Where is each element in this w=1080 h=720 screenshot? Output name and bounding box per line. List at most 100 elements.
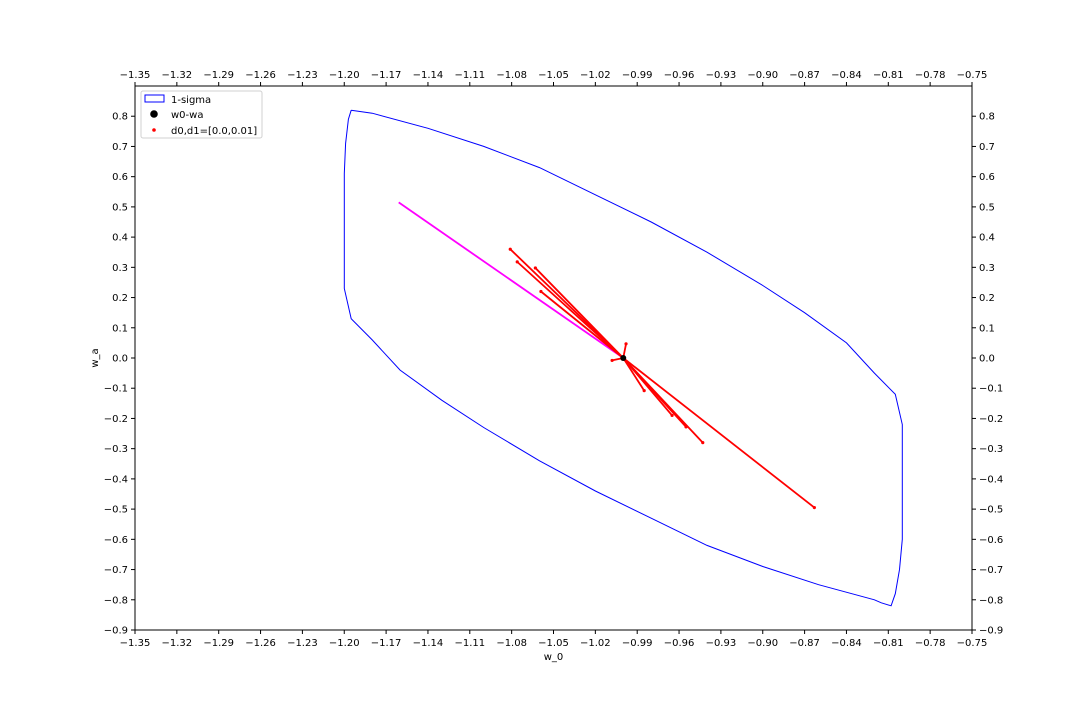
y-tick-label-right-14: −0.6 xyxy=(979,535,1003,546)
x-tick-label-top-8: −1.11 xyxy=(454,70,485,81)
x-tick-label-bottom-11: −1.02 xyxy=(580,638,611,649)
y-tick-label-left-2: 0.6 xyxy=(112,172,128,183)
x-tick-label-top-13: −0.96 xyxy=(664,70,695,81)
legend-swatch-ellipse xyxy=(144,94,165,103)
y-tick-label-right-17: −0.9 xyxy=(979,626,1003,637)
plot-area xyxy=(343,109,903,607)
x-tick-label-top-12: −0.99 xyxy=(622,70,653,81)
legend-marker-w0-wa xyxy=(150,110,158,118)
y-tick-label-left-8: 0.0 xyxy=(112,354,128,365)
sample-point-1 xyxy=(515,260,519,264)
x-tick-label-bottom-16: −0.87 xyxy=(789,638,820,649)
x-tick-label-top-1: −1.32 xyxy=(162,70,193,81)
y-tick-label-left-14: −0.6 xyxy=(104,535,128,546)
x-tick-label-bottom-17: −0.84 xyxy=(831,638,862,649)
y-tick-label-right-15: −0.7 xyxy=(979,565,1003,576)
x-tick-label-top-2: −1.29 xyxy=(203,70,234,81)
legend-label-w0-wa: w0-wa xyxy=(171,110,203,121)
x-tick-label-top-6: −1.17 xyxy=(371,70,402,81)
sample-line-10 xyxy=(622,357,815,509)
x-tick-label-bottom-10: −1.05 xyxy=(538,638,569,649)
x-tick-label-bottom-20: −0.75 xyxy=(957,638,988,649)
sample-line-3 xyxy=(540,290,624,359)
sample-point-0 xyxy=(508,247,512,251)
legend-box xyxy=(140,90,263,139)
y-tick-label-left-16: −0.8 xyxy=(104,595,128,606)
x-tick-label-bottom-1: −1.32 xyxy=(162,638,193,649)
y-tick-label-right-11: −0.3 xyxy=(979,444,1003,455)
y-tick-label-left-1: 0.7 xyxy=(112,142,128,153)
x-tick-label-top-14: −0.93 xyxy=(706,70,737,81)
y-tick-label-right-9: −0.1 xyxy=(979,384,1003,395)
y-tick-label-left-13: −0.5 xyxy=(104,505,128,516)
legend: 1-sigma w0-wa d0,d1=[0.0,0.01] xyxy=(140,90,263,139)
legend-marker-samples xyxy=(152,128,156,132)
x-tick-label-bottom-0: −1.35 xyxy=(120,638,151,649)
sample-point-10 xyxy=(812,506,816,510)
legend-label-1-sigma: 1-sigma xyxy=(171,95,211,106)
y-tick-label-left-6: 0.2 xyxy=(112,293,128,304)
y-axis-label: w_a xyxy=(90,348,101,367)
x-tick-label-bottom-14: −0.93 xyxy=(706,638,737,649)
x-tick-label-top-0: −1.35 xyxy=(120,70,151,81)
y-tick-label-left-15: −0.7 xyxy=(104,565,128,576)
y-tick-label-left-5: 0.3 xyxy=(112,263,128,274)
y-tick-label-left-12: −0.4 xyxy=(104,474,128,485)
axis-ticks: −1.35 −1.35 −1.32 −1.32 −1.29 −1.29 −1.26 −1.26… xyxy=(104,70,1004,649)
sample-point-4 xyxy=(624,342,628,346)
x-tick-label-top-9: −1.08 xyxy=(496,70,527,81)
y-tick-label-right-13: −0.5 xyxy=(979,505,1003,516)
y-tick-label-right-6: 0.2 xyxy=(979,293,995,304)
x-tick-label-top-20: −0.75 xyxy=(957,70,988,81)
x-tick-label-top-19: −0.78 xyxy=(915,70,946,81)
y-tick-label-right-1: 0.7 xyxy=(979,142,995,153)
y-tick-label-right-10: −0.2 xyxy=(979,414,1003,425)
ellipse-1-sigma xyxy=(343,109,903,607)
x-tick-label-bottom-13: −0.96 xyxy=(664,638,695,649)
y-tick-label-right-0: 0.8 xyxy=(979,112,995,123)
y-tick-label-right-12: −0.4 xyxy=(979,474,1003,485)
x-tick-label-top-5: −1.20 xyxy=(329,70,360,81)
plot-frame xyxy=(134,85,973,631)
sample-point-5 xyxy=(610,358,614,363)
x-axis-label: w_0 xyxy=(544,652,564,663)
sample-line-2 xyxy=(534,267,624,359)
x-tick-label-bottom-8: −1.11 xyxy=(454,638,485,649)
y-tick-label-left-3: 0.5 xyxy=(112,202,128,213)
sample-point-2 xyxy=(533,266,537,270)
y-tick-label-right-8: 0.0 xyxy=(979,354,995,365)
x-tick-label-top-18: −0.81 xyxy=(873,70,904,81)
x-tick-label-top-10: −1.05 xyxy=(538,70,569,81)
x-tick-label-top-17: −0.84 xyxy=(831,70,862,81)
y-tick-label-right-4: 0.4 xyxy=(979,233,995,244)
y-tick-label-left-11: −0.3 xyxy=(104,444,128,455)
legend-label-samples: d0,d1=[0.0,0.01] xyxy=(171,126,257,137)
x-tick-label-top-7: −1.14 xyxy=(413,70,444,81)
sample-line-1 xyxy=(516,261,624,359)
y-tick-label-right-5: 0.3 xyxy=(979,263,995,274)
x-tick-label-bottom-15: −0.90 xyxy=(747,638,778,649)
x-tick-label-top-3: −1.26 xyxy=(245,70,276,81)
y-tick-label-right-3: 0.5 xyxy=(979,202,995,213)
sample-point-3 xyxy=(539,289,543,294)
y-tick-label-right-7: 0.1 xyxy=(979,323,995,334)
y-tick-label-left-17: −0.9 xyxy=(104,626,128,637)
x-tick-label-bottom-4: −1.23 xyxy=(287,638,318,649)
y-tick-label-right-16: −0.8 xyxy=(979,595,1003,606)
fiducial-point-0 xyxy=(620,355,627,361)
x-tick-label-top-15: −0.90 xyxy=(747,70,778,81)
y-tick-label-left-0: 0.8 xyxy=(112,112,128,123)
x-tick-label-bottom-12: −0.99 xyxy=(622,638,653,649)
x-tick-label-bottom-5: −1.20 xyxy=(329,638,360,649)
magenta-line xyxy=(398,201,624,359)
y-tick-label-left-4: 0.4 xyxy=(112,233,128,244)
x-tick-label-top-11: −1.02 xyxy=(580,70,611,81)
x-tick-label-top-16: −0.87 xyxy=(789,70,820,81)
x-tick-label-bottom-3: −1.26 xyxy=(245,638,276,649)
x-tick-label-bottom-2: −1.29 xyxy=(203,638,234,649)
x-tick-label-bottom-7: −1.14 xyxy=(413,638,444,649)
sample-point-7 xyxy=(670,413,674,418)
x-tick-label-bottom-6: −1.17 xyxy=(371,638,402,649)
y-tick-label-right-2: 0.6 xyxy=(979,172,995,183)
